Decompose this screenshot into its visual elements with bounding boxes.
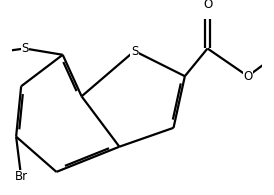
Text: S: S bbox=[21, 42, 28, 55]
Text: Br: Br bbox=[15, 170, 28, 183]
Text: O: O bbox=[203, 0, 212, 11]
Text: S: S bbox=[131, 44, 138, 58]
Text: O: O bbox=[243, 70, 252, 83]
